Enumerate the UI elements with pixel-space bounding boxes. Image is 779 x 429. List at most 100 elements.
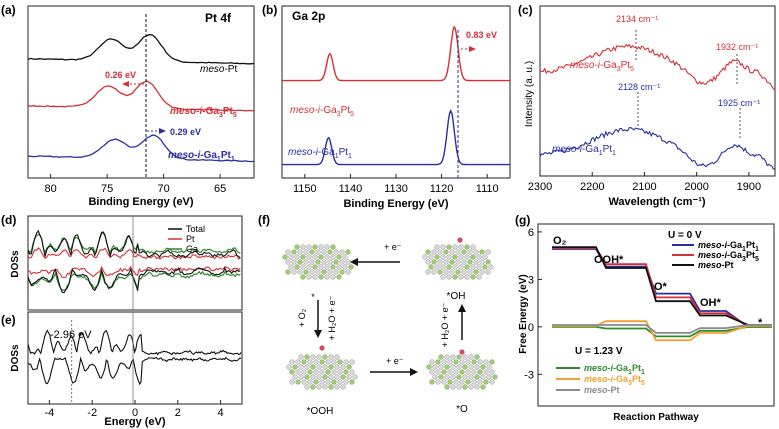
panel-f-arrowhead-right xyxy=(458,304,466,312)
panel-f-atom-ooh xyxy=(349,369,355,375)
panel-c-series-line xyxy=(539,43,776,91)
panel-a-xlabel: Binding Energy (eV) xyxy=(88,196,193,208)
panel-f-atom-star xyxy=(294,254,300,260)
panel-f-atom-star xyxy=(297,269,303,275)
panel-f-atom-star xyxy=(333,269,339,275)
panel-f-atom-oh xyxy=(431,269,437,275)
panel-f-atom-star xyxy=(291,269,297,275)
panel-f-atom-ooh xyxy=(307,359,313,365)
panel-f-atom-o xyxy=(450,364,456,370)
panel-d-frame xyxy=(27,215,243,311)
panel-f-atom-ooh xyxy=(319,359,325,365)
panel-f-atom-o xyxy=(441,379,447,385)
panel-f-atom-oh xyxy=(440,264,446,270)
panel-g-path xyxy=(552,246,772,326)
panel-c-ticks: 2300 2200 2100 2000 1900 xyxy=(528,172,761,193)
panel-c-label-ga3pt5: meso-i-Ga3Pt5 xyxy=(570,60,634,73)
panel-f-atom-o xyxy=(471,379,477,385)
panel-a-label-ga3pt5: meso-i-Ga3Pt5 xyxy=(170,106,237,119)
panel-c-annotation-2128: 2128 cm⁻¹ xyxy=(618,82,660,92)
panel-g-path xyxy=(552,320,772,342)
panel-g-ytick-label: 0 xyxy=(528,322,534,334)
panel-e-dos-up xyxy=(27,329,242,356)
panel-f-atom-star xyxy=(318,264,324,270)
panel-a-series-line xyxy=(27,33,255,65)
panel-f-atom-o xyxy=(468,384,474,390)
panel-f-atom-o xyxy=(429,379,435,385)
panel-f-atom-star xyxy=(324,254,330,260)
panel-b-ticks: 1150 1140 1130 1120 1110 xyxy=(293,174,499,195)
panel-f-atom-star xyxy=(297,249,303,255)
panel-f-atom-star xyxy=(339,249,345,255)
panel-f-atom-ooh xyxy=(304,354,310,360)
panel-g-step-ooh: OOH* xyxy=(594,254,624,266)
panel-f-atom-ooh xyxy=(292,374,298,380)
panel-f-atom-o xyxy=(447,379,453,385)
panel-f-atom-star xyxy=(342,254,348,260)
panel-f-atom-o xyxy=(450,374,456,380)
panel-d-dos-down xyxy=(27,266,241,294)
panel-c-xtick-label: 2300 xyxy=(528,181,552,193)
panel-f-atom-star xyxy=(339,259,345,265)
panel-f-atom-oh xyxy=(476,254,482,260)
panel-f-atom-o xyxy=(468,374,474,380)
panel-f-atom-o xyxy=(483,369,489,375)
panel-f-atom-star xyxy=(321,269,327,275)
panel-g-step-o2: O₂ xyxy=(553,235,567,247)
panel-f-atom-star xyxy=(306,244,312,250)
panel-f-arrowhead-top xyxy=(350,258,358,266)
panel-f-atom-o xyxy=(471,369,477,375)
panel-f-atom-o xyxy=(462,384,468,390)
panel-f-atom-ooh xyxy=(322,354,328,360)
panel-f-atom-oh xyxy=(458,274,464,280)
panel-f-atom-ooh xyxy=(343,369,349,375)
panel-f-atom-ooh xyxy=(316,374,322,380)
panel-f-atom-ooh xyxy=(331,369,337,375)
panel-b-xtick-label: 1140 xyxy=(339,183,363,195)
panel-f-atom-ooh xyxy=(328,374,334,380)
panel-f-atom-ooh xyxy=(319,369,325,375)
panel-f-atom-ooh xyxy=(343,359,349,365)
panel-f-atom-ooh xyxy=(295,359,301,365)
panel-e-xtick-label: 0 xyxy=(132,407,138,419)
panel-a-xtick-label: 75 xyxy=(101,183,113,195)
panel-f-atom-o xyxy=(477,379,483,385)
panel-f-atom-oh xyxy=(443,259,449,265)
panel-f-atom-oh xyxy=(446,264,452,270)
panel-f-atom-star xyxy=(324,264,330,270)
panel-f-atom-ooh xyxy=(334,354,340,360)
panel-e-ticks: -4 -2 0 2 4 xyxy=(45,400,224,419)
panel-g-legend-label-bottom: meso-i-Ga3Pt5 xyxy=(584,374,645,387)
panel-f-atom-star xyxy=(294,244,300,250)
panel-f-atom-star xyxy=(285,249,291,255)
panel-g-ticks: 6 3 0 -3 xyxy=(524,227,542,381)
panel-f-atom-oh xyxy=(428,254,434,260)
panel-f-atom-star xyxy=(327,259,333,265)
panel-f-atom-oh xyxy=(482,264,488,270)
panel-f-atom-oh xyxy=(452,274,458,280)
panel-f-atom-oh xyxy=(479,269,485,275)
panel-a-series-line xyxy=(27,134,255,163)
panel-f-atom-ooh xyxy=(337,369,343,375)
panel-f-atom-star xyxy=(336,264,342,270)
panel-f-atom-o xyxy=(480,364,486,370)
panel-b-xtick-label: 1120 xyxy=(430,183,454,195)
panel-f-atom-oh xyxy=(455,249,461,255)
panel-f-atom-oh xyxy=(470,254,476,260)
panel-f-atom-o xyxy=(465,359,471,365)
panel-f-atom-o xyxy=(429,359,435,365)
panel-f-atom-o xyxy=(453,379,459,385)
panel-f-clusters xyxy=(282,237,498,390)
panel-g-step-o: O* xyxy=(654,281,668,293)
panel-e-curves xyxy=(27,329,242,386)
panel-f-atom-ooh xyxy=(295,369,301,375)
panel-f-atom-oh xyxy=(440,274,446,280)
panel-f-atom-oh xyxy=(434,244,440,250)
panel-f-atom-oh xyxy=(461,259,467,265)
panel-f-atom-star xyxy=(324,244,330,250)
panel-e-xtick-label: -2 xyxy=(87,407,97,419)
panel-f-atom-star xyxy=(312,244,318,250)
panel-e-dos-down xyxy=(27,356,242,386)
panel-a-curves xyxy=(27,33,255,163)
